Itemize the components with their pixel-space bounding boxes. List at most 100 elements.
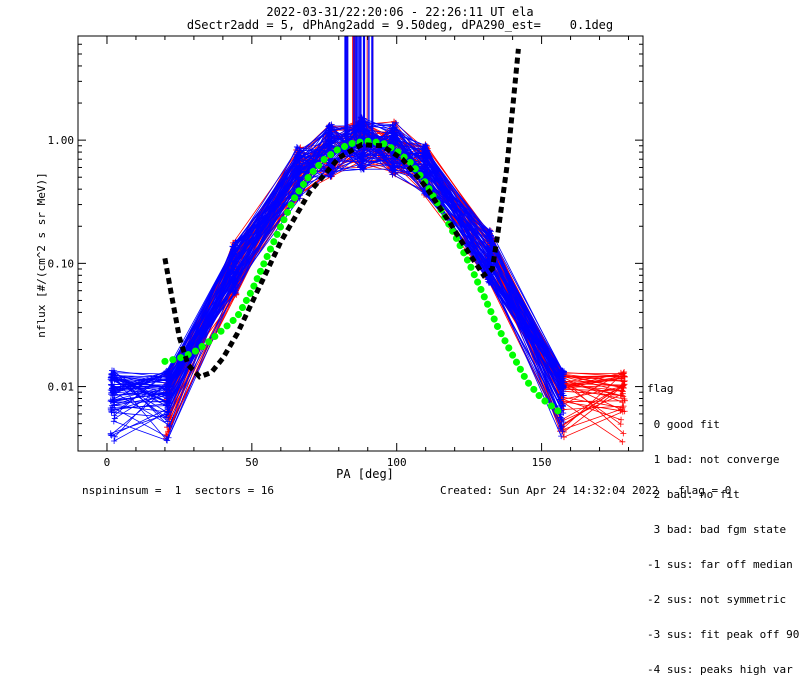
legend-item: -1 sus: far off median bbox=[647, 557, 793, 571]
chart-subtitle: dSectr2add = 5, dPhAng2add = 9.50deg, dP… bbox=[186, 18, 614, 32]
blue-trace-marker bbox=[293, 143, 300, 150]
blue-trace-marker bbox=[560, 392, 567, 399]
legend-item: 1 bad: not converge bbox=[647, 452, 780, 466]
y-tick-label: 0.01 bbox=[48, 381, 75, 394]
blue-trace-marker bbox=[232, 270, 239, 277]
red-trace-marker bbox=[619, 390, 626, 397]
blue-trace-marker bbox=[558, 433, 565, 440]
blue-trace-marker bbox=[487, 276, 494, 283]
blue-trace-marker bbox=[558, 424, 565, 431]
red-trace-marker bbox=[620, 393, 627, 400]
blue-trace-marker bbox=[111, 375, 118, 382]
blue-trace-marker bbox=[229, 253, 236, 260]
red-trace-marker bbox=[560, 434, 567, 441]
x-tick-label: 50 bbox=[245, 456, 258, 469]
blue-trace-marker bbox=[358, 166, 365, 173]
blue-trace-marker bbox=[423, 151, 430, 158]
blue-trace-marker bbox=[557, 402, 564, 409]
blue-trace-marker bbox=[420, 143, 427, 150]
blue-trace-marker bbox=[558, 415, 565, 422]
blue-trace-marker bbox=[296, 176, 303, 183]
red-trace-marker bbox=[619, 399, 626, 406]
blue-trace-marker bbox=[231, 258, 238, 265]
y-axis-label: nflux [#/(cm^2 s sr MeV)] bbox=[35, 172, 48, 338]
blue-trace-marker bbox=[162, 414, 169, 421]
y-tick-label: 0.10 bbox=[48, 257, 75, 270]
blue-trace-marker bbox=[164, 409, 171, 416]
blue-trace-marker bbox=[389, 136, 396, 143]
red-trace-marker bbox=[620, 382, 627, 389]
red-trace-marker bbox=[620, 430, 627, 437]
blue-trace-marker bbox=[107, 430, 114, 437]
blue-trace-marker bbox=[111, 409, 118, 416]
red-trace-marker bbox=[621, 408, 628, 415]
blue-trace-marker bbox=[487, 271, 494, 278]
blue-trace-marker bbox=[111, 437, 118, 444]
blue-trace-marker bbox=[163, 398, 170, 405]
blue-trace-marker bbox=[165, 371, 172, 378]
blue-trace-marker bbox=[111, 415, 118, 422]
blue-trace-marker bbox=[390, 166, 397, 173]
blue-trace-marker bbox=[111, 401, 118, 408]
blue-trace-marker bbox=[296, 147, 303, 154]
legend-item: 0 good fit bbox=[647, 417, 720, 431]
blue-trace-marker bbox=[110, 384, 117, 391]
red-trace-marker bbox=[620, 403, 627, 410]
blue-trace-marker bbox=[559, 373, 566, 380]
blue-trace-marker bbox=[164, 418, 171, 425]
blue-trace-marker bbox=[421, 158, 428, 165]
blue-trace-marker bbox=[556, 370, 563, 377]
blue-trace-marker bbox=[164, 437, 171, 444]
flag-legend: flag 0 good fit 1 bad: not converge 2 ba… bbox=[647, 360, 799, 688]
red-trace-marker bbox=[619, 438, 626, 445]
blue-trace-marker bbox=[166, 423, 173, 430]
chart-title: 2022-03-31/22:20:06 - 22:26:11 UT ela bbox=[266, 5, 534, 19]
blue-trace-marker bbox=[107, 374, 114, 381]
blue-trace-marker bbox=[108, 391, 115, 398]
axes-group: 0 50 100 150 0.01 0.10 1.00 bbox=[48, 35, 644, 469]
blue-trace-marker bbox=[484, 243, 491, 250]
blue-trace-marker bbox=[229, 275, 236, 282]
chart-area: 0 50 100 150 0.01 0.10 1.00 PA [deg] nflux [#/… bbox=[35, 35, 644, 481]
blue-trace-marker bbox=[162, 368, 169, 375]
blue-trace-marker bbox=[109, 367, 116, 374]
blue-trace-marker bbox=[559, 428, 566, 435]
blue-trace-marker bbox=[232, 287, 239, 294]
blue-trace-marker bbox=[107, 406, 114, 413]
blue-trace-marker bbox=[389, 162, 396, 169]
blue-trace bbox=[110, 146, 562, 391]
red-trace-marker bbox=[621, 368, 628, 375]
footer-left: nspininsum = 1 sectors = 16 bbox=[82, 484, 275, 497]
blue-trace-marker bbox=[486, 227, 493, 234]
blue-trace-marker bbox=[109, 381, 116, 388]
legend-item: -2 sus: not symmetric bbox=[647, 593, 787, 607]
blue-trace-marker bbox=[487, 259, 494, 266]
blue-trace-marker bbox=[559, 367, 566, 374]
blue-trace-marker bbox=[422, 154, 429, 161]
blue-trace-marker bbox=[327, 143, 334, 150]
legend-item: 2 bad: no fit bbox=[647, 487, 740, 501]
blue-trace-marker bbox=[392, 123, 399, 130]
red-trace-marker bbox=[621, 397, 628, 404]
blue-trace-marker bbox=[359, 160, 366, 167]
green-fit-curve bbox=[161, 137, 566, 418]
black-fit-curve bbox=[162, 48, 521, 380]
blue-trace-marker bbox=[326, 138, 333, 145]
blue-trace-marker bbox=[361, 157, 368, 164]
blue-trace-marker bbox=[232, 279, 239, 286]
blue-trace-marker bbox=[327, 144, 334, 151]
blue-trace-marker bbox=[325, 130, 332, 137]
blue-trace-marker bbox=[388, 155, 395, 162]
blue-trace-marker bbox=[107, 398, 114, 405]
legend-item: -3 sus: fit peak off 90 bbox=[647, 628, 800, 642]
blue-trace-marker bbox=[108, 408, 115, 415]
blue-trace-marker bbox=[295, 170, 302, 177]
blue-trace-marker bbox=[110, 399, 117, 406]
fit-curves-group bbox=[161, 48, 566, 418]
x-tick-label: 100 bbox=[387, 456, 407, 469]
blue-trace-marker bbox=[326, 123, 333, 130]
blue-trace-marker bbox=[229, 243, 236, 250]
blue-trace-marker bbox=[560, 410, 567, 417]
blue-trace-marker bbox=[294, 151, 301, 158]
blue-trace-marker bbox=[164, 404, 171, 411]
